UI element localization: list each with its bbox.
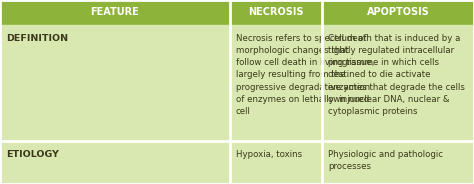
- Bar: [0, 0, 474, 25]
- Text: Hypoxia, toxins: Hypoxia, toxins: [236, 150, 302, 159]
- Bar: [0, 141, 474, 184]
- Bar: [0, 25, 474, 141]
- Text: DEFINITION: DEFINITION: [6, 34, 68, 43]
- Text: Cell death that is induced by a
tightly regulated intracellular
programme in whi: Cell death that is induced by a tightly …: [328, 34, 465, 116]
- Text: FEATURE: FEATURE: [91, 7, 139, 17]
- Text: APOPTOSIS: APOPTOSIS: [367, 7, 429, 17]
- Text: Necrosis refers to spectrum of
morphologic changes that
follow cell death in liv: Necrosis refers to spectrum of morpholog…: [236, 34, 374, 116]
- Text: ETIOLOGY: ETIOLOGY: [6, 150, 59, 159]
- Text: Physiologic and pathologic
processes: Physiologic and pathologic processes: [328, 150, 443, 171]
- Text: NECROSIS: NECROSIS: [248, 7, 304, 17]
